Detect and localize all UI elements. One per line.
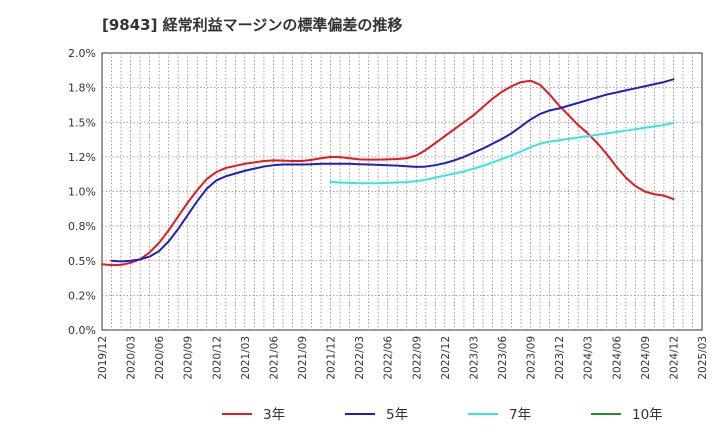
y-tick-label: 0.0% (68, 324, 96, 337)
series-line-5y (110, 78, 675, 263)
y-tick-label: 0.2% (68, 289, 96, 302)
y-tick-label: 1.0% (68, 186, 96, 199)
x-tick-label: 2020/12 (211, 336, 223, 380)
x-tick-label: 2021/09 (297, 336, 309, 380)
x-tick-label: 2021/03 (240, 336, 252, 380)
x-tick-label: 2022/06 (383, 336, 395, 380)
x-tick-label: 2023/12 (554, 336, 566, 380)
legend: 3年 5年 7年 10年 (222, 407, 663, 423)
x-tick-label: 2024/09 (640, 336, 652, 380)
y-tick-label: 0.8% (68, 220, 96, 233)
y-tick-label: 0.5% (68, 255, 96, 268)
chart-title: [9843] 経常利益マージンの標準偏差の推移 (102, 16, 403, 34)
y-tick-label: 2.0% (68, 47, 96, 60)
x-tick-label: 2019/12 (97, 336, 109, 380)
grid-layer (101, 52, 703, 331)
series-layer (101, 78, 675, 267)
y-tick-label: 1.5% (68, 116, 96, 129)
x-tick-label: 2025/03 (697, 336, 709, 380)
x-tick-label: 2021/06 (268, 336, 280, 380)
legend-label-3y: 3年 (263, 407, 285, 423)
x-tick-label: 2021/12 (326, 336, 338, 380)
legend-label-7y: 7年 (509, 407, 531, 423)
x-tick-label: 2020/06 (154, 336, 166, 380)
legend-label-5y: 5年 (386, 407, 408, 423)
x-tick-label: 2024/06 (611, 336, 623, 380)
x-tick-label: 2023/06 (497, 336, 509, 380)
x-tick-label: 2020/03 (126, 336, 138, 380)
x-tick-label: 2022/12 (440, 336, 452, 380)
x-tick-label: 2022/09 (411, 336, 423, 380)
axis-layer: 0.0% 0.2% 0.5% 0.8% 1.0% 1.2% 1.5% 1.8% 2.0% 2019… (68, 47, 709, 380)
y-tick-label: 1.8% (68, 82, 96, 95)
x-tick-label: 2024/12 (668, 336, 680, 380)
y-tick-label: 1.2% (68, 151, 96, 164)
legend-label-10y: 10年 (632, 407, 663, 423)
x-tick-label: 2023/09 (526, 336, 538, 380)
series-line-3y (101, 79, 675, 267)
x-tick-label: 2024/03 (583, 336, 595, 380)
x-tick-label: 2020/09 (183, 336, 195, 380)
x-tick-label: 2022/03 (354, 336, 366, 380)
x-tick-label: 2023/03 (468, 336, 480, 380)
series-line-7y (329, 121, 675, 185)
plot-area (101, 52, 703, 331)
